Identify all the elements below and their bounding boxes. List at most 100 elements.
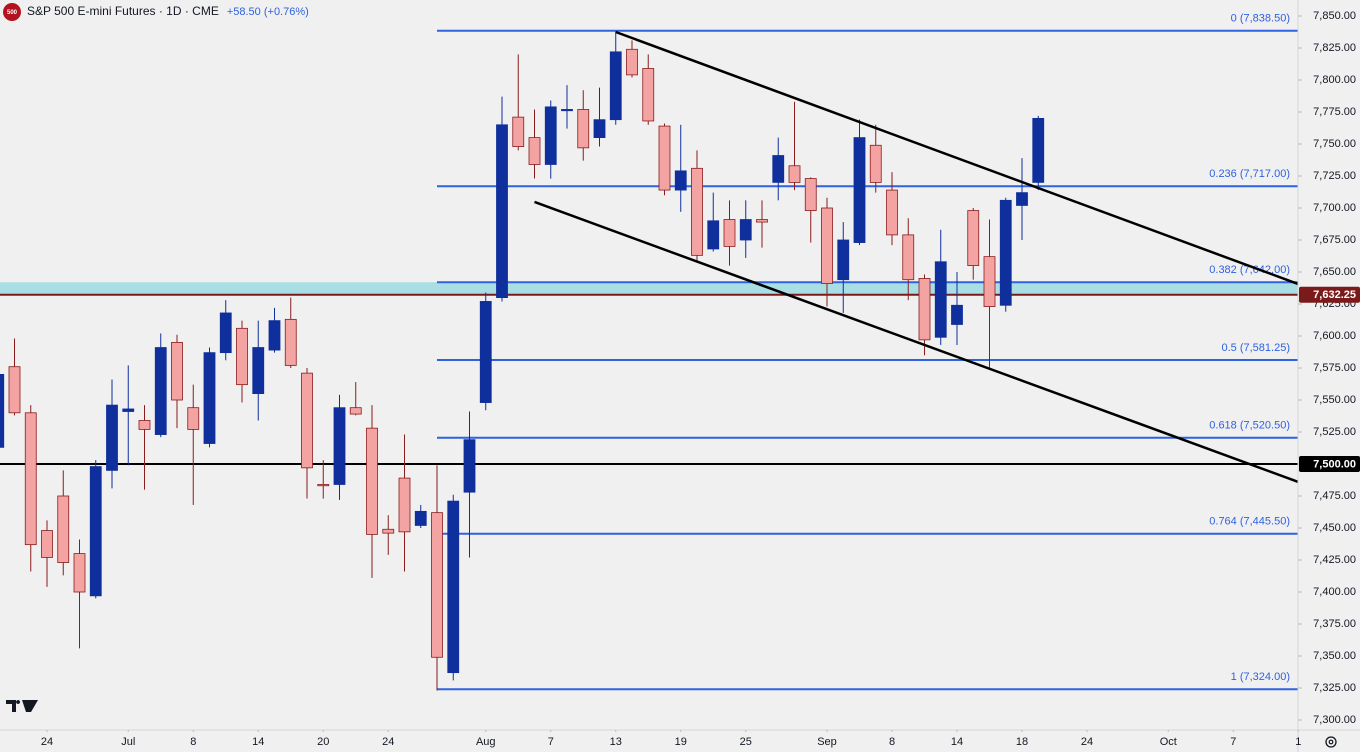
plot-area: 0 (7,838.50)0.236 (7,717.00)0.382 (7,642… [0,13,1299,691]
fib-label: 0.618 (7,520.50) [1209,420,1290,432]
candle-body [203,352,216,444]
y-tick-label: 7,375.00 [1313,618,1356,630]
settings-icon[interactable] [1325,736,1337,748]
candle-body [89,466,102,597]
candle-body [528,137,541,165]
candle-body [577,109,590,149]
candle-body [398,477,411,533]
candle-body [138,420,151,430]
x-tick-label: 13 [610,736,622,748]
x-tick-label: Oct [1160,736,1177,748]
candle-body [999,199,1012,306]
candle-body [544,106,557,165]
candle-body [301,372,313,469]
x-tick-label: Aug [476,736,496,748]
y-tick-label: 7,850.00 [1313,10,1356,22]
candle-body [366,427,378,535]
candle-body [821,207,833,284]
candle-body [219,312,232,354]
y-tick-label: 7,600.00 [1313,330,1356,342]
candle-body [268,320,281,351]
candle-body [626,48,638,76]
y-tick-label: 7,700.00 [1313,202,1356,214]
x-tick-label: Jul [121,736,135,748]
candle-body [918,277,931,341]
x-tick-label: 8 [190,736,196,748]
x-tick-label: 7 [1230,736,1236,748]
candle-body [8,366,21,414]
candle-body [951,304,963,325]
candle-body [24,412,37,546]
candle-body [382,528,395,534]
x-tick-label: Sep [817,736,837,748]
y-tick-label: 7,450.00 [1313,522,1356,534]
y-tick-label: 7,350.00 [1313,650,1356,662]
fib-label: 0 (7,838.50) [1231,13,1290,25]
y-tick-label: 7,325.00 [1313,682,1356,694]
y-tick-label: 7,775.00 [1313,106,1356,118]
candle-body [593,119,606,139]
candle-body [447,500,460,674]
fib-label: 1 (7,324.00) [1231,671,1290,683]
candle-body [57,495,70,563]
trendline [534,200,1299,484]
y-tick-label: 7,550.00 [1313,394,1356,406]
candle-body [106,404,118,471]
candle-body [252,347,265,394]
y-tick-label: 7,575.00 [1313,362,1356,374]
candle-body [739,219,752,241]
x-tick-label: 24 [41,736,53,748]
candle-body [236,327,248,386]
candle-body [772,155,785,183]
logo [6,700,38,712]
candle-body [496,124,508,299]
y-tick-label: 7,800.00 [1313,74,1356,86]
candle-body [707,220,720,250]
x-tick-label: 24 [1081,736,1093,748]
candle-body [561,109,573,112]
trendline [615,30,1299,286]
y-tick-label: 7,475.00 [1313,490,1356,502]
x-tick-label: 18 [1016,736,1028,748]
candle-body [284,318,297,366]
candle-body [479,301,492,403]
x-tick-label: 1 [1295,736,1301,748]
price-tag [1299,286,1360,303]
candle-body [431,512,443,658]
y-tick-label: 7,750.00 [1313,138,1356,150]
candle-body [609,51,622,121]
x-tick-label: 14 [252,736,264,748]
zone [0,282,1298,295]
candle-body [934,261,947,338]
candle-body [967,210,980,266]
candle-body [983,256,996,307]
candle-body [73,553,86,593]
y-tick-label: 7,650.00 [1313,266,1356,278]
candle-body [837,239,850,281]
price-tag-label: 7,500.00 [1313,458,1356,470]
candle-body [349,407,362,415]
candle-body [691,167,703,256]
candle-body [756,219,768,223]
candle-body [187,407,200,430]
candle-body [41,530,53,558]
candle-body [1016,192,1028,206]
y-tick-label: 7,675.00 [1313,234,1356,246]
x-tick-label: 25 [740,736,752,748]
fib-label: 0.764 (7,445.50) [1209,516,1290,528]
chart-title: S&P 500 E-mini Futures · 1D · CME [27,4,219,18]
fib-label: 0.236 (7,717.00) [1209,168,1290,180]
candle-body [642,68,655,122]
candle-body [869,144,882,183]
x-tick-label: 19 [675,736,687,748]
candle-body [171,341,183,401]
candle-body [674,170,687,191]
y-tick-label: 7,425.00 [1313,554,1356,566]
candle-body [902,234,915,281]
x-tick-label: 7 [548,736,554,748]
price-tag [1299,456,1360,472]
symbol-badge-text: 500 [7,10,18,16]
